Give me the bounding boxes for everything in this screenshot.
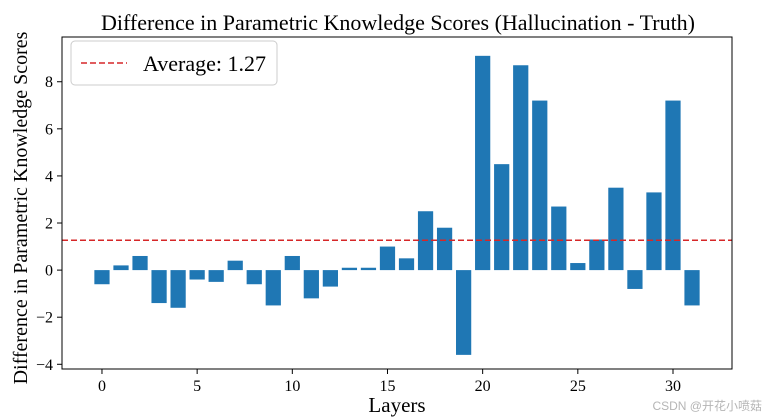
watermark-text: CSDN @开花小喷菇 — [652, 399, 762, 413]
x-tick-label: 10 — [284, 378, 300, 395]
x-tick-label: 5 — [193, 378, 201, 395]
x-tick-label: 25 — [570, 378, 586, 395]
bar-layer-0 — [94, 270, 110, 285]
bar-layer-10 — [284, 255, 300, 271]
bar-layer-16 — [398, 258, 415, 271]
y-tick-label: 8 — [45, 74, 53, 91]
x-axis-ticks: 0 5 10 15 20 25 30 — [98, 369, 681, 395]
bar-layer-8 — [246, 270, 262, 285]
bar-layer-19 — [456, 270, 472, 355]
y-tick-label: −4 — [36, 357, 53, 374]
bar-layer-2 — [132, 255, 148, 271]
chart-title: Difference in Parametric Knowledge Score… — [101, 10, 695, 35]
bar-layer-13 — [341, 267, 358, 271]
y-axis-ticks: −4 −2 0 2 4 6 8 — [36, 74, 62, 374]
bar-layer-24 — [551, 206, 567, 271]
bar-layer-7 — [227, 260, 243, 271]
y-tick-label: 2 — [45, 216, 53, 233]
bar-layer-25 — [570, 263, 586, 271]
x-tick-label: 20 — [475, 378, 491, 395]
bars-layer — [94, 55, 700, 355]
bar-layer-1 — [113, 265, 129, 271]
bar-layer-4 — [170, 270, 186, 308]
bar-layer-26 — [589, 239, 605, 271]
plot-frame — [61, 36, 733, 370]
bar-layer-23 — [532, 100, 548, 271]
y-axis-label: Difference in Parametric Knowledge Score… — [10, 31, 32, 384]
y-tick-label: 6 — [45, 121, 53, 138]
bar-layer-18 — [436, 227, 453, 271]
bar-layer-3 — [151, 270, 167, 304]
bar-layer-29 — [646, 192, 662, 271]
bar-layer-22 — [513, 65, 529, 271]
bar-layer-15 — [379, 246, 396, 271]
y-tick-label: −2 — [36, 310, 53, 327]
x-axis-label: Layers — [368, 393, 425, 417]
bar-layer-14 — [360, 267, 377, 271]
legend-box — [70, 40, 278, 86]
legend-label-average: Average: 1.27 — [143, 51, 266, 76]
bar-layer-6 — [208, 270, 224, 282]
bar-layer-27 — [608, 187, 624, 271]
bar-layer-11 — [303, 270, 319, 299]
bar-layer-21 — [494, 164, 510, 271]
bar-layer-31 — [684, 270, 700, 306]
legend: Average: 1.27 — [70, 40, 278, 86]
bar-layer-5 — [189, 270, 205, 280]
x-tick-label: 0 — [98, 378, 106, 395]
y-tick-label: 0 — [45, 263, 53, 280]
x-tick-label: 30 — [665, 378, 681, 395]
bar-layer-12 — [322, 270, 338, 287]
bar-layer-20 — [475, 55, 491, 271]
x-tick-label: 15 — [379, 378, 395, 395]
bar-layer-9 — [265, 270, 281, 306]
y-tick-label: 4 — [45, 168, 53, 185]
bar-layer-30 — [665, 100, 681, 271]
bar-layer-28 — [627, 270, 643, 289]
